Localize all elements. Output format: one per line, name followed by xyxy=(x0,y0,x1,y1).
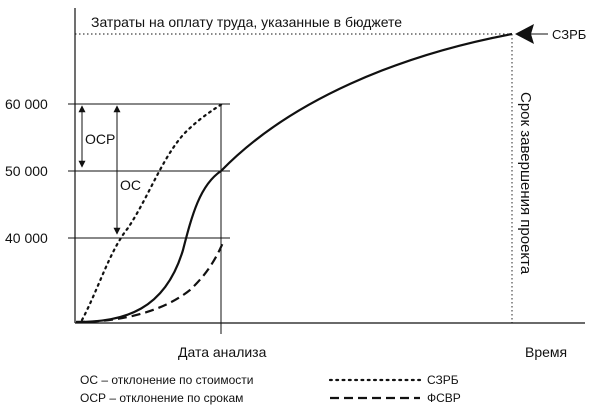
completion-label: Срок завершения проекта xyxy=(517,92,534,275)
earned-value-solid-curve xyxy=(75,32,513,324)
actual-cost-dashed-curve xyxy=(75,239,226,324)
oc-label: ОС xyxy=(120,177,141,193)
y-tick-50000: 50 000 xyxy=(5,163,48,179)
eac-arrow xyxy=(515,24,534,44)
y-tick-40000: 40 000 xyxy=(5,230,48,246)
legend-szrb: СЗРБ xyxy=(427,373,459,387)
planned-value-dotted-curve xyxy=(80,102,224,322)
y-tick-60000: 60 000 xyxy=(5,96,48,112)
time-label: Время xyxy=(525,344,567,360)
budget-label: Затраты на оплату труда, указанные в бюд… xyxy=(91,14,402,30)
analysis-date-label: Дата анализа xyxy=(178,344,267,360)
eac-arrow-label: СЗРБ xyxy=(552,27,586,42)
legend-oc: ОС – отклонение по стоимости xyxy=(80,373,253,387)
legend-fsvr: ФСВР xyxy=(427,391,461,405)
legend-ocr: ОСР – отклонение по срокам xyxy=(80,391,243,405)
ocr-label: ОСР xyxy=(85,131,115,147)
